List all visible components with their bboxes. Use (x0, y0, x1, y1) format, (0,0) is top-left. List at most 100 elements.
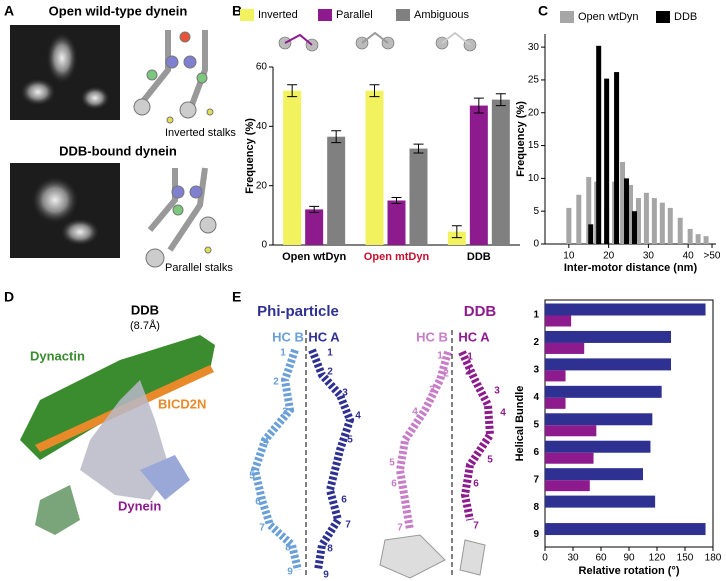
bar (545, 523, 706, 536)
y-tick-label: 9 (533, 529, 539, 540)
x-tick-label: Open wtDyn (282, 251, 346, 263)
legend-label: DDB (674, 11, 697, 23)
structure-label: BICD2N (158, 396, 206, 411)
dynein-density (140, 455, 190, 500)
legend-swatch (396, 9, 410, 21)
bar (283, 90, 302, 245)
density (46, 32, 78, 84)
panel-label: C (538, 3, 548, 19)
chain-label: HC B (416, 329, 448, 344)
error-bar (331, 130, 342, 144)
error-bar (369, 84, 380, 98)
bar (545, 303, 706, 316)
y-tick-label: 20 (256, 180, 268, 191)
x-tick-label: 30 (567, 553, 579, 564)
legend-swatch (318, 9, 332, 21)
legend-label: Ambiguous (414, 9, 470, 21)
x-tick-label: Open mtDyn (364, 251, 430, 263)
bar (628, 184, 633, 244)
y-tick-label: 8 (533, 502, 539, 513)
x-tick-label: 150 (677, 553, 694, 564)
bar (635, 198, 641, 244)
bundle-number: 4 (355, 411, 361, 422)
schematic-icons (278, 31, 477, 52)
bar (545, 452, 594, 464)
x-tick-label: DDB (467, 251, 491, 263)
bar (545, 468, 643, 481)
bundle-number: 5 (347, 435, 353, 446)
x-tick-label: 20 (603, 251, 615, 262)
panel-label: A (4, 3, 14, 19)
error-bar (413, 143, 424, 154)
bundle-number: 4 (263, 437, 269, 448)
bar (545, 425, 597, 437)
dynactin-density (20, 335, 215, 460)
bundle-number: 1 (467, 352, 473, 363)
x-tick-label: >50 (704, 251, 721, 262)
y-tick-label: 7 (533, 474, 539, 485)
panel-label: E (232, 289, 241, 305)
y-tick-label: 5 (533, 419, 539, 430)
bar (703, 236, 709, 244)
bundle-number: 8 (327, 544, 333, 555)
legend-swatch (560, 11, 574, 23)
bar (545, 440, 651, 453)
bundle-number: 8 (285, 543, 291, 554)
x-tick-label: 120 (649, 553, 666, 564)
bundle-number: 7 (259, 523, 265, 534)
bundle-number: 2 (273, 377, 279, 388)
bar (643, 192, 649, 244)
y-tick-label: 60 (256, 62, 268, 73)
hc-a-ribbon (308, 348, 355, 571)
y-tick-label: 30 (528, 42, 540, 53)
y-tick-label: 15 (528, 140, 540, 151)
bar (651, 198, 657, 244)
bundle-number: 6 (341, 495, 347, 506)
density (31, 176, 79, 224)
bar (620, 161, 626, 244)
x-tick-label: 30 (643, 251, 655, 262)
bar (631, 211, 637, 244)
bar (687, 228, 693, 244)
chain-label: HC A (308, 329, 340, 344)
bar (604, 78, 610, 244)
density (80, 86, 110, 110)
bar (545, 330, 671, 343)
structure-label: Dynein (118, 498, 161, 513)
y-tick-label: 1 (533, 310, 539, 321)
x-tick-label: 10 (563, 251, 575, 262)
caption: Inverted stalks (165, 127, 236, 139)
legend-swatch (240, 9, 254, 21)
y-axis-label: Frequency (%) (244, 118, 256, 194)
bar (545, 342, 585, 354)
legend-swatch (656, 11, 670, 23)
y-tick-label: 40 (256, 121, 268, 132)
bar (545, 358, 671, 371)
bundle-number: 4 (500, 408, 506, 419)
bundle-number: 5 (487, 455, 493, 466)
bar (667, 207, 673, 244)
legend-label: Open wtDyn (578, 11, 639, 23)
bar (659, 202, 665, 244)
bundle-number: 6 (255, 497, 261, 508)
panel-title: Open wild-type dynein (49, 3, 188, 18)
bar (545, 385, 662, 398)
legend-label: Inverted (258, 9, 298, 21)
hc-b-ribbon (395, 350, 452, 531)
bundle-number: 3 (342, 388, 348, 399)
resolution: (8.7Å) (130, 319, 160, 332)
structure-label: Dynactin (30, 348, 85, 363)
y-tick-label: 4 (533, 392, 539, 403)
bundle-number: 9 (287, 567, 293, 578)
error-bar (473, 97, 484, 114)
x-axis-label: Inter-motor distance (nm) (564, 262, 698, 274)
bar (409, 148, 428, 245)
hc-a-ribbon (458, 350, 495, 521)
density (60, 218, 100, 246)
panel-title: DDB-bound dynein (59, 143, 177, 158)
structure-title: DDB (464, 303, 497, 320)
chain-label: HC A (458, 329, 490, 344)
panel-label: B (232, 3, 242, 19)
bundle-number: 3 (429, 385, 435, 396)
bundle-number: 1 (437, 351, 443, 362)
